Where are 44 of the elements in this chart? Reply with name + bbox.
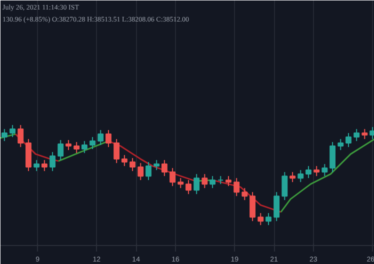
candlestick — [114, 138, 120, 164]
candlestick — [314, 166, 320, 177]
candlestick — [170, 168, 176, 187]
candlestick — [274, 192, 280, 222]
candlestick — [258, 212, 264, 226]
candlestick — [338, 138, 344, 151]
candlestick — [98, 130, 104, 146]
candlestick — [250, 192, 256, 222]
candlestick — [226, 176, 232, 187]
candlestick — [330, 142, 336, 173]
candlestick — [130, 158, 136, 172]
candlestick — [178, 178, 184, 189]
candlestick — [234, 178, 240, 197]
candlestick — [106, 130, 112, 148]
candlestick — [346, 132, 352, 148]
candlestick — [41, 160, 48, 172]
candlestick — [194, 174, 200, 195]
candlestick — [282, 172, 288, 201]
candlestick — [290, 172, 296, 183]
candlestick — [202, 174, 208, 189]
candlestick — [34, 160, 40, 172]
candlestick — [18, 124, 24, 148]
candlestick — [10, 124, 16, 138]
candlestick — [58, 140, 64, 161]
candlestick — [161, 160, 168, 177]
candlestick — [354, 128, 360, 142]
candlestick — [90, 136, 96, 150]
candlestick — [121, 154, 128, 167]
candlestick — [146, 162, 152, 181]
candlestick — [66, 140, 72, 151]
candlestick — [186, 180, 192, 195]
candlestick — [322, 164, 328, 177]
candlestick — [298, 170, 304, 183]
candlestick — [362, 128, 368, 140]
candlestick — [154, 160, 160, 171]
candlestick — [74, 142, 80, 154]
candlestick — [1, 128, 8, 142]
candlestick — [138, 162, 144, 181]
candlestick — [81, 140, 88, 154]
candlestick — [50, 152, 56, 172]
candlestick — [306, 166, 312, 179]
candlestick — [266, 212, 272, 226]
candlestick — [242, 188, 248, 201]
candlestick — [210, 176, 216, 189]
